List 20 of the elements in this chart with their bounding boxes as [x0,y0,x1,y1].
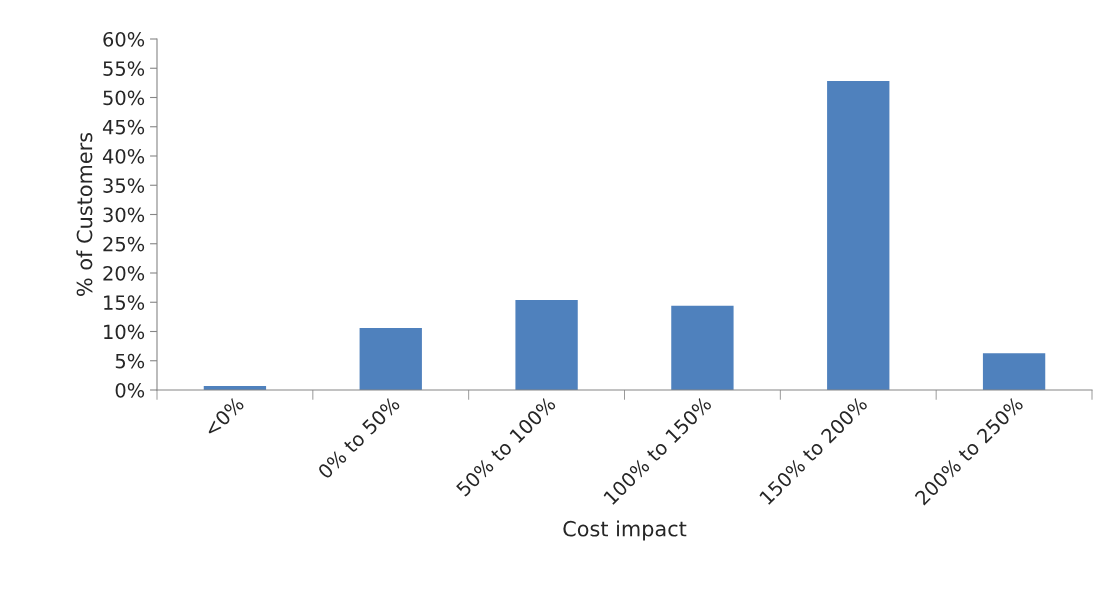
y-tick-label: 50% [103,90,145,106]
y-tick-label: 30% [103,207,145,223]
bar [671,305,734,390]
y-tick-label: 10% [104,324,145,340]
y-tick-label: 25% [103,236,145,252]
y-tick-label: 5% [115,353,145,369]
x-axis-title: Cost impact [563,520,687,541]
bar [827,81,890,390]
y-tick-label: 60% [103,31,145,47]
y-tick-label: 0% [115,382,145,398]
y-tick-label: 55% [103,61,145,76]
y-tick-label: 40% [102,148,145,164]
bar [515,299,578,390]
bar [359,327,422,390]
y-tick-label: 20% [103,265,145,281]
bar [982,353,1046,390]
y-axis-title: % of Customers [76,132,93,296]
y-tick-label: 35% [103,178,145,193]
y-tick-label: 15% [104,295,145,310]
y-tick-label: 45% [102,119,145,135]
